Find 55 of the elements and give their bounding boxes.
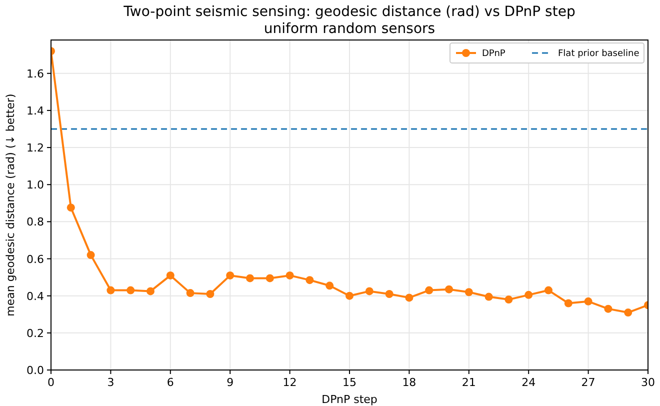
chart-subtitle: uniform random sensors [264,21,436,37]
y-tick-label: 1.6 [26,67,44,80]
point [346,292,354,300]
point [564,299,572,308]
x-tick-label: 24 [522,376,536,389]
point [66,204,75,212]
chart-title: Two-point seismic sensing: geodesic distance (rad) vs DPnP step [122,4,576,20]
x-tick-label: 27 [581,376,596,389]
y-tick-label: 1.4 [26,104,44,118]
point [504,296,513,304]
point [126,286,135,294]
point [106,286,115,294]
point [286,271,294,280]
point [365,287,374,296]
y-tick-label: 1.2 [26,142,44,155]
x-tick-label: 21 [462,376,476,389]
point [425,286,434,294]
point [624,308,632,317]
x-tick-label: 3 [107,376,114,389]
y-tick-label: 0.8 [26,216,44,229]
x-tick-label: 12 [282,376,297,389]
point [306,276,314,284]
y-tick-label: 0.2 [26,326,44,340]
point [385,290,394,298]
x-tick-label: 0 [48,376,54,389]
x-tick-label: 15 [342,376,356,389]
legend-label: DPnP [482,49,506,59]
point [186,289,194,298]
point [166,271,174,280]
point [584,297,592,306]
point [544,286,552,294]
legend-label: Flat prior baseline [558,49,640,59]
x-axis-title: DPnP step [322,393,378,406]
point [246,274,254,282]
point [146,287,154,296]
point [484,292,493,301]
point [405,294,414,302]
point [445,285,453,294]
point [604,304,612,313]
x-tick-label: 30 [641,376,655,389]
point [326,282,334,290]
point [464,288,473,296]
point [86,251,95,260]
point [226,271,234,280]
x-tick-label: 9 [226,376,234,389]
x-tick-label: 18 [402,376,416,389]
point [206,290,214,298]
point [266,274,274,282]
y-tick-label: 1.0 [26,178,44,192]
point [524,290,533,299]
y-tick-label: 0.4 [26,290,44,303]
x-tick-label: 6 [166,376,174,389]
y-axis-title: mean geodesic distance (rad) (↓ better) [4,94,17,316]
y-tick-label: 0.6 [26,252,44,266]
y-tick-label: 0.0 [26,364,44,377]
